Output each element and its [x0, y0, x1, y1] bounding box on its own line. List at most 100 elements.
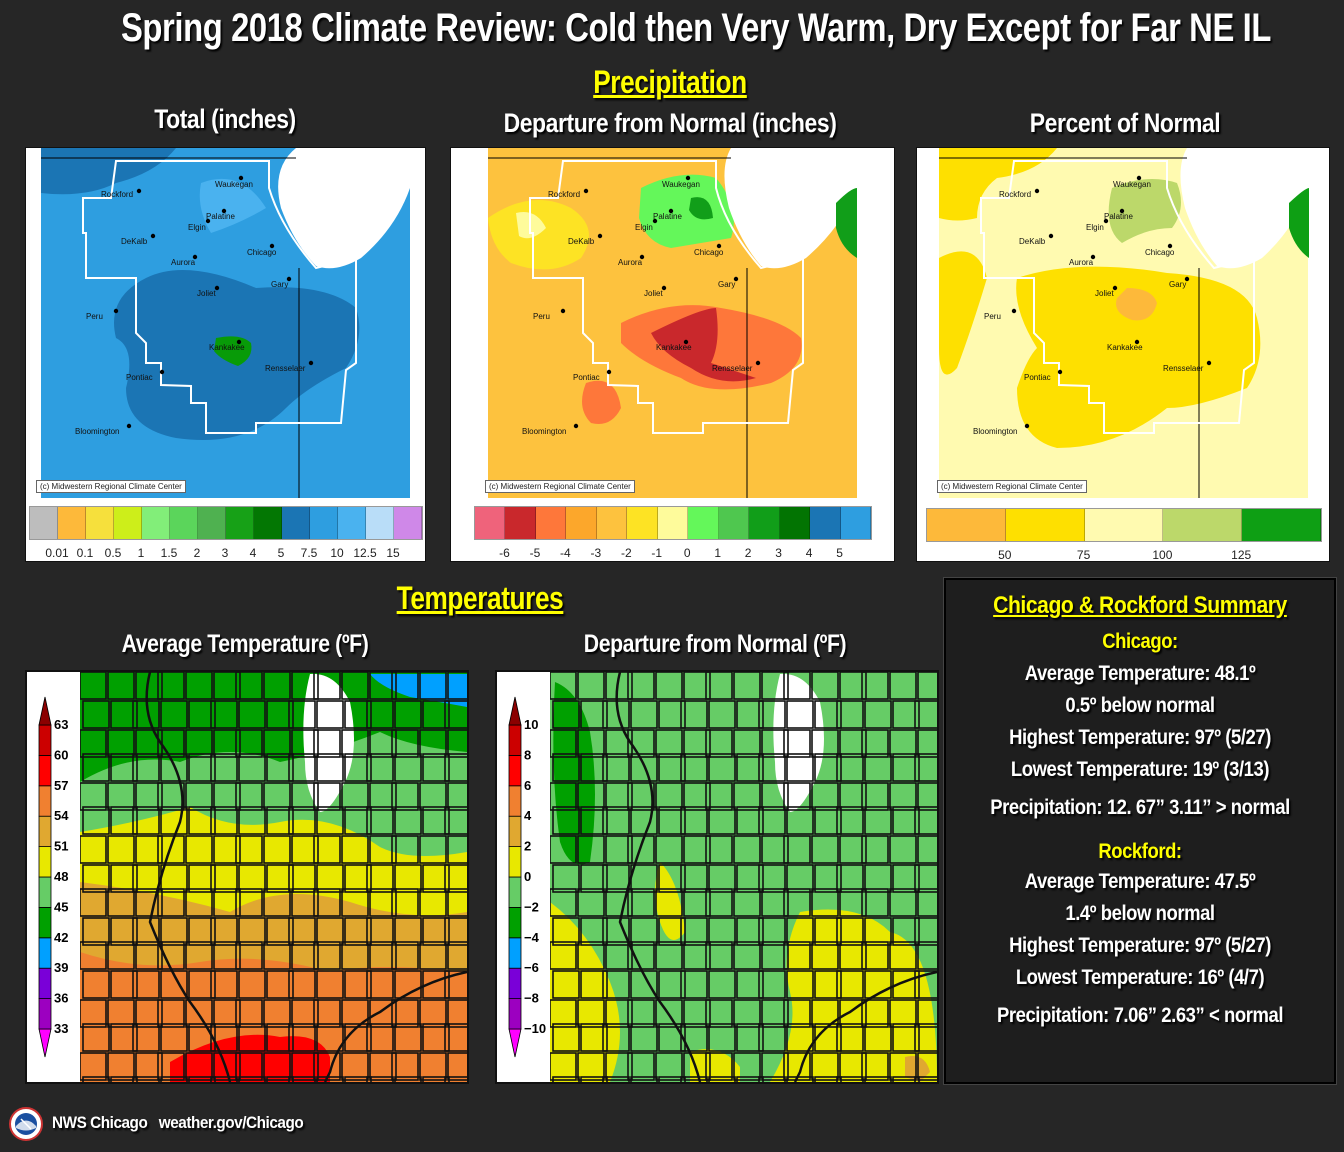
legend-label: 0 — [683, 546, 691, 560]
legend-swatch — [38, 998, 52, 1030]
legend-arrow-low — [508, 1028, 522, 1058]
city-label: Elgin — [635, 223, 653, 232]
legend-swatch — [198, 507, 226, 539]
legend-label: 45 — [54, 899, 68, 914]
chicago-high-temp: Highest Temperature: 97º (5/27) — [1009, 726, 1271, 749]
city-label: Rensselaer — [265, 364, 306, 373]
legend-label: 2 — [193, 546, 201, 560]
legend-label: 8 — [524, 747, 531, 762]
city-label: Elgin — [1086, 223, 1104, 232]
city-marker — [716, 243, 722, 249]
city-marker — [269, 243, 275, 249]
legend-swatch — [657, 507, 689, 539]
temp-departure-title: Departure from Normal (ºF) — [583, 630, 847, 658]
city-marker — [573, 423, 579, 429]
footer: NWS Chicago weather.gov/Chicago — [52, 1113, 304, 1133]
city-label: Kankakee — [209, 343, 245, 352]
legend-label: −6 — [524, 960, 539, 975]
legend-label: -5 — [529, 546, 541, 560]
avg-temp-legend: 33 36 39 42 45 48 51 54 57 60 63 — [38, 696, 69, 1058]
legend-label: 100 — [1152, 548, 1173, 562]
city-label: Gary — [271, 280, 288, 289]
city-label: Rockford — [101, 190, 133, 199]
city-marker — [733, 276, 739, 282]
legend-swatch — [688, 507, 719, 539]
city-marker — [606, 369, 612, 375]
city-marker — [1057, 369, 1063, 375]
city-label: Bloomington — [522, 427, 566, 436]
city-label: Rensselaer — [712, 364, 753, 373]
legend-swatch — [366, 507, 394, 539]
legend-label: 5 — [277, 546, 285, 560]
legend-swatch — [86, 507, 114, 539]
legend-swatch — [142, 507, 170, 539]
map-region-green — [1289, 188, 1309, 258]
legend-label: 4 — [524, 808, 532, 823]
legend-swatch — [508, 967, 522, 1000]
legend-label: 51 — [54, 839, 68, 854]
legend-swatch — [254, 507, 282, 539]
city-marker — [150, 233, 156, 239]
map-region-red — [651, 308, 756, 382]
city-marker — [1136, 175, 1142, 181]
city-label: Chicago — [247, 248, 277, 257]
legend-swatch — [508, 846, 522, 878]
legend-swatch — [1005, 509, 1085, 541]
legend-swatch — [38, 937, 52, 969]
city-marker — [1011, 308, 1017, 314]
city-marker — [1134, 339, 1140, 345]
legend-swatch — [840, 507, 872, 539]
legend-label: 3 — [775, 546, 782, 560]
legend-swatch — [170, 507, 198, 539]
city-marker — [238, 175, 244, 181]
city-marker — [560, 308, 566, 314]
map-credit: (c) Midwestern Regional Climate Center — [36, 480, 186, 493]
lake-michigan — [1180, 148, 1309, 269]
city-marker — [192, 254, 198, 260]
precip-departure-legend-labels: -6 -5 -4 -3 -2 -1 0 1 2 3 4 5 — [474, 546, 870, 560]
cwa-boundary — [82, 160, 357, 434]
city-label: Gary — [1169, 280, 1186, 289]
map-region-yellow — [939, 148, 1057, 221]
city-marker — [597, 233, 603, 239]
legend-label: 0.5 — [104, 546, 122, 560]
nws-logo-icon[interactable] — [9, 1107, 43, 1141]
city-marker — [685, 175, 691, 181]
legend-swatch — [779, 507, 811, 539]
legend-swatch — [749, 507, 780, 539]
precip-percent-legend-labels: 50 75 100 125 — [926, 548, 1320, 562]
map-credit: (c) Midwestern Regional Climate Center — [937, 480, 1087, 493]
city-label: Rockford — [548, 190, 580, 199]
city-label: Gary — [718, 280, 735, 289]
precip-percent-title: Percent of Normal — [1029, 108, 1221, 138]
main-title: Spring 2018 Climate Review: Cold then Ve… — [120, 6, 1271, 50]
city-label: Joliet — [197, 289, 216, 298]
legend-label: 42 — [54, 930, 68, 945]
precip-departure-map — [488, 148, 857, 498]
legend-label: -4 — [560, 546, 571, 560]
legend-swatch — [1163, 509, 1243, 541]
rockford-precip: Precipitation: 7.06” 2.63” < normal — [996, 1004, 1284, 1027]
legend-label: 57 — [54, 778, 68, 793]
legend-label: 6 — [524, 778, 531, 793]
map-credit: (c) Midwestern Regional Climate Center — [485, 480, 635, 493]
legend-swatch — [505, 507, 536, 539]
legend-label: 50 — [998, 548, 1012, 562]
precip-percent-panel: Rockford Waukegan Palatine Elgin DeKalb Chica… — [916, 147, 1330, 562]
precip-departure-panel: Rockford Waukegan Palatine Elgin DeKalb Chica… — [450, 147, 895, 562]
city-label: Aurora — [171, 258, 196, 267]
summary-box: Chicago & Rockford Summary Chicago: Aver… — [944, 578, 1336, 1084]
city-label: Peru — [984, 312, 1001, 321]
city-marker — [214, 285, 220, 291]
legend-swatch — [58, 507, 86, 539]
lake-michigan — [773, 673, 824, 812]
city-label: DeKalb — [568, 237, 595, 246]
legend-label: 60 — [54, 747, 68, 762]
legend-swatch — [38, 906, 52, 939]
legend-label: 4 — [249, 546, 257, 560]
city-label: Kankakee — [1107, 343, 1143, 352]
footer-url-link[interactable]: weather.gov/Chicago — [158, 1113, 304, 1132]
legend-swatch — [38, 755, 52, 787]
legend-label: 1 — [137, 546, 145, 560]
